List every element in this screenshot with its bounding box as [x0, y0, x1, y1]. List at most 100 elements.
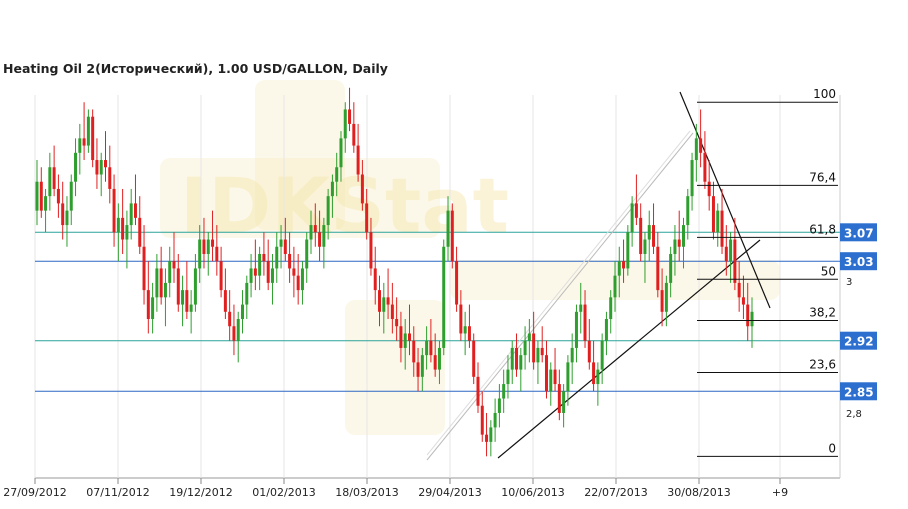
- candle-body: [95, 160, 99, 175]
- candle-body: [215, 246, 219, 262]
- candle-body: [65, 210, 69, 226]
- candle-body: [262, 253, 266, 262]
- candle-body: [48, 167, 52, 197]
- candle-body: [360, 174, 364, 204]
- candle-body: [579, 304, 583, 312]
- trendline-resistance: [679, 91, 771, 309]
- x-tick-label: +9: [772, 486, 788, 499]
- candle-body: [724, 246, 728, 262]
- candle-body: [634, 203, 638, 218]
- candle-body: [592, 362, 596, 385]
- chart-title: Heating Oil 2(Исторический), 1.00 USD/GA…: [3, 61, 388, 76]
- candle-body: [305, 239, 309, 269]
- candle-body: [720, 210, 724, 247]
- candle-body: [729, 239, 733, 262]
- candle-body: [279, 239, 283, 247]
- candle-body: [283, 239, 287, 254]
- level-badge: [840, 331, 877, 350]
- candle-body: [562, 391, 566, 413]
- candle-body: [407, 333, 411, 341]
- candle-body: [56, 188, 60, 204]
- candle-body: [288, 253, 292, 269]
- x-tick-label: 01/02/2013: [252, 486, 315, 499]
- candle-body: [292, 268, 296, 276]
- candle-body: [519, 355, 523, 370]
- candle-body: [630, 203, 634, 233]
- candle-body: [544, 355, 548, 392]
- candle-body: [309, 225, 313, 240]
- level-badge: [840, 223, 877, 242]
- candle-body: [643, 239, 647, 254]
- candle-body: [677, 239, 681, 247]
- candle-body: [502, 384, 506, 399]
- candle-body: [386, 297, 390, 305]
- candle-body: [455, 261, 459, 305]
- candle-body: [583, 304, 587, 341]
- candle-body: [694, 138, 698, 161]
- candle-body: [390, 304, 394, 320]
- candle-body: [420, 355, 424, 377]
- candle-body: [467, 326, 471, 341]
- candle-body: [515, 347, 519, 370]
- candle-body: [356, 145, 360, 175]
- candle-body: [78, 138, 82, 153]
- candle-body: [699, 138, 703, 153]
- watermark-block: [255, 80, 345, 230]
- candle-body: [348, 109, 352, 124]
- candle-body: [172, 261, 176, 269]
- fib-level-label: 76,4: [809, 170, 836, 184]
- candle-body: [540, 347, 544, 356]
- y-side-label-3: 3: [846, 277, 852, 288]
- candle-body: [566, 362, 570, 392]
- candle-body: [159, 268, 163, 298]
- watermark-block: [160, 158, 440, 238]
- x-tick-label: 19/12/2012: [169, 486, 232, 499]
- candle-body: [399, 326, 403, 348]
- candle-body: [339, 138, 343, 168]
- level-badge: [840, 252, 877, 271]
- fib-level-label: 23,6: [809, 357, 836, 371]
- candle-body: [318, 232, 322, 247]
- candle-body: [480, 405, 484, 435]
- candle-body: [365, 203, 369, 233]
- candle-body: [258, 253, 262, 276]
- candle-body: [322, 225, 326, 247]
- level-badge-label: 2.92: [844, 335, 874, 349]
- candle-body: [193, 268, 197, 305]
- candle-body: [711, 196, 715, 233]
- candle-body: [61, 203, 65, 226]
- candle-body: [163, 282, 167, 298]
- candle-body: [99, 160, 103, 175]
- candle-body: [442, 246, 446, 348]
- candle-body: [489, 427, 493, 442]
- candle-body: [245, 282, 249, 305]
- fib-level-label: 61,8: [809, 222, 836, 236]
- candle-body: [510, 347, 514, 370]
- candle-body: [185, 290, 189, 312]
- candle-body: [52, 167, 56, 189]
- candle-body: [652, 225, 656, 247]
- candle-body: [206, 239, 210, 254]
- candle-body: [690, 160, 694, 197]
- candle-body: [116, 217, 120, 233]
- x-tick-label: 10/06/2013: [501, 486, 564, 499]
- x-tick-label: 07/11/2012: [86, 486, 149, 499]
- candle-body: [202, 239, 206, 254]
- candle-body: [155, 268, 159, 298]
- trendline-channel-lower: [426, 132, 694, 461]
- candle-body: [716, 210, 720, 233]
- candle-body: [600, 340, 604, 370]
- candle-body: [626, 232, 630, 269]
- candle-body: [587, 340, 591, 363]
- candle-body: [673, 239, 677, 254]
- x-tick-label: 22/07/2013: [584, 486, 647, 499]
- candle-body: [223, 290, 227, 312]
- candle-body: [459, 304, 463, 334]
- candle-body: [228, 311, 232, 327]
- x-tick-label: 29/04/2013: [418, 486, 481, 499]
- candle-body: [476, 376, 480, 406]
- candle-body: [44, 196, 48, 211]
- candle-body: [133, 203, 137, 218]
- candle-body: [138, 217, 142, 247]
